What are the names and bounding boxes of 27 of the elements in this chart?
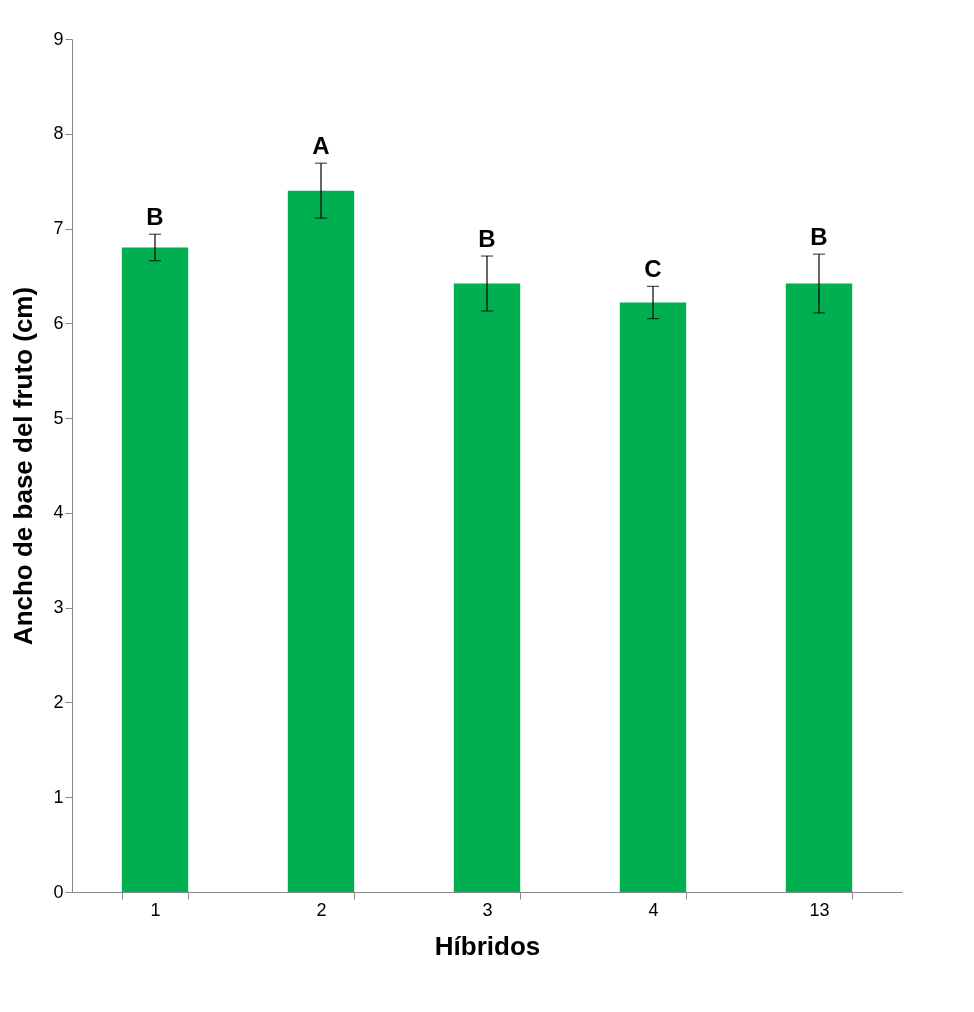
y-tick-label: 3 — [53, 597, 64, 618]
y-tick-label: 7 — [53, 218, 64, 239]
bar — [619, 302, 687, 892]
annotation: A — [312, 132, 330, 160]
x-tick-label: 13 — [809, 899, 830, 920]
annotation: B — [810, 223, 828, 251]
y-tick-label: 8 — [53, 123, 64, 144]
x-tick-label: 4 — [648, 899, 659, 920]
y-tick-label: 6 — [53, 312, 64, 333]
y-tick-label: 4 — [53, 502, 64, 523]
y-tick-label: 0 — [53, 881, 64, 902]
x-axis-title: Híbridos — [434, 930, 541, 961]
bar — [287, 190, 355, 892]
annotation: C — [644, 255, 662, 283]
x-tick-label: 2 — [316, 899, 327, 920]
annotation: B — [478, 225, 496, 253]
y-axis-title: Ancho de base del fruto (cm) — [8, 286, 39, 646]
bar — [785, 283, 853, 892]
bar — [453, 283, 521, 892]
y-tick-label: 5 — [53, 407, 64, 428]
y-tick-label: 9 — [53, 28, 64, 49]
y-tick-label: 2 — [53, 691, 64, 712]
x-tick-label: 1 — [150, 899, 161, 920]
annotation: B — [146, 203, 164, 231]
x-tick-label: 3 — [482, 899, 493, 920]
bar — [121, 247, 189, 892]
y-tick-label: 1 — [53, 786, 64, 807]
